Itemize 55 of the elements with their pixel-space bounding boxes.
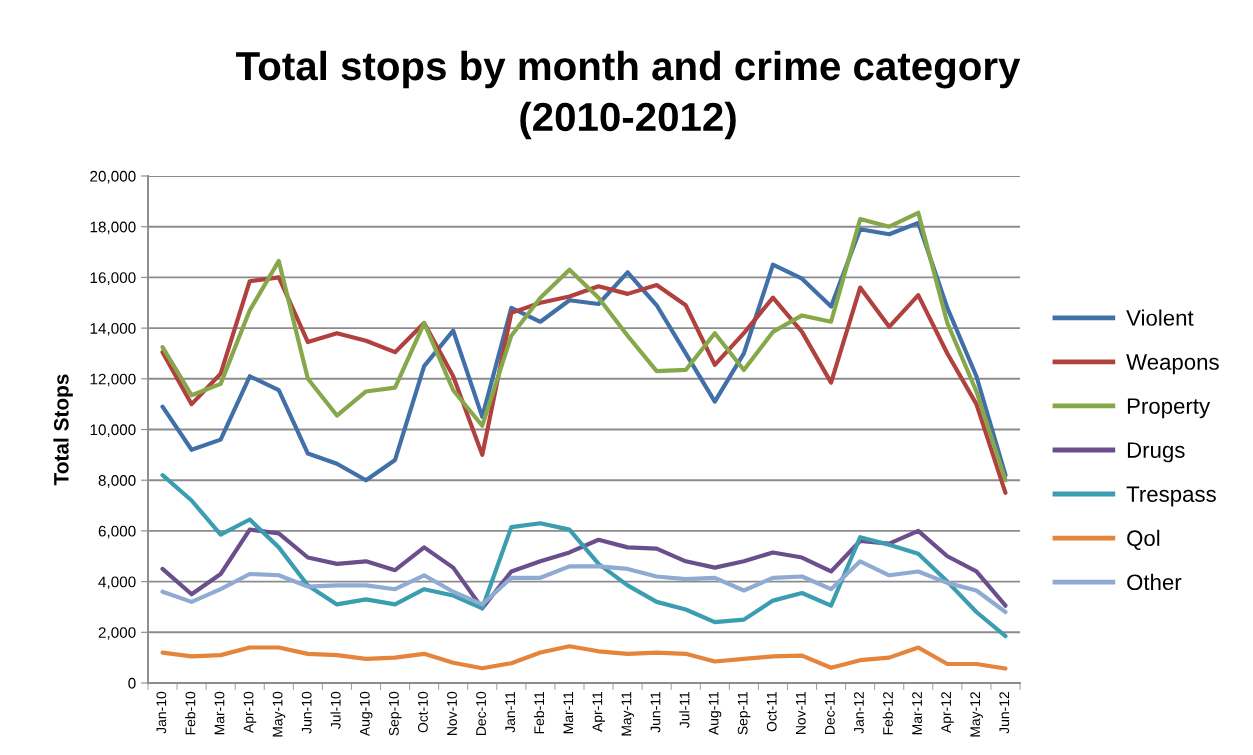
- x-tick-label: Oct-10: [418, 691, 428, 733]
- x-tick-label: Sep-11: [737, 692, 751, 735]
- x-tick-label: May-12: [970, 692, 983, 737]
- x-tick-label: Jun-10: [301, 691, 312, 734]
- y-tick-label: 2,000: [98, 627, 136, 640]
- legend-label: Trespass: [1126, 486, 1216, 507]
- y-tick-label: 6,000: [98, 525, 136, 539]
- line-series: [160, 473, 1008, 639]
- line-series: [160, 559, 1008, 615]
- y-tick-label: 10,000: [90, 424, 136, 437]
- y-tick-label: 4,000: [98, 576, 136, 590]
- legend-label: Property: [1127, 398, 1211, 419]
- x-tick-label: Nov-10: [447, 691, 457, 735]
- y-tick-label: 8,000: [98, 475, 136, 488]
- x-tick-label: Feb-10: [185, 691, 196, 735]
- x-tick-label: Sep-10: [388, 691, 402, 736]
- legend-label: Other: [1127, 573, 1182, 591]
- x-tick-label: Dec-11: [825, 692, 835, 734]
- x-tick-label: Dec-10: [476, 691, 486, 735]
- x-tick-label: Aug-10: [359, 691, 373, 737]
- x-tick-label: Mar-12: [912, 692, 922, 735]
- x-tick-label: Jun-12: [999, 692, 1010, 734]
- y-tick-label: 0: [128, 677, 136, 689]
- x-tick-label: Apr-10: [243, 691, 257, 733]
- x-tick-label: Feb-12: [882, 692, 893, 735]
- y-tick-label: 14,000: [90, 322, 136, 336]
- y-tick-label: 16,000: [90, 272, 136, 285]
- y-tick-label: 18,000: [90, 221, 136, 235]
- legend-label: Qol: [1127, 529, 1160, 551]
- x-tick-label: Mar-10: [214, 691, 225, 735]
- line-series: [160, 275, 1008, 495]
- line-series: [160, 527, 1008, 611]
- x-tick-label: Apr-12: [941, 692, 954, 733]
- x-tick-label: Jan-10: [156, 691, 167, 734]
- x-tick-label: Aug-11: [708, 692, 722, 736]
- x-tick-label: Apr-11: [592, 692, 606, 732]
- x-tick-label: Oct-11: [766, 692, 777, 732]
- x-tick-label: May-11: [621, 692, 635, 736]
- legend-label: Weapons: [1126, 354, 1219, 375]
- x-tick-label: Feb-11: [533, 692, 545, 734]
- x-tick-label: Jul-10: [330, 691, 341, 729]
- x-tick-label: Nov-11: [796, 692, 806, 734]
- x-tick-label: Mar-11: [563, 692, 574, 734]
- legend-label: Violent: [1126, 309, 1194, 326]
- legend-label: Drugs: [1127, 442, 1185, 463]
- chart-title: Total stops by month and crime category (2010-2012): [236, 50, 1021, 140]
- x-tick-label: Jul-11: [679, 692, 690, 728]
- x-tick-label: Jun-11: [650, 692, 661, 733]
- y-axis-title: Total Stops: [53, 374, 73, 486]
- y-tick-label: 20,000: [90, 170, 136, 184]
- line-series: [160, 644, 1008, 671]
- x-tick-label: Jan-11: [505, 692, 516, 733]
- x-tick-label: May-10: [272, 691, 286, 737]
- x-tick-label: Jan-12: [854, 692, 864, 734]
- y-tick-label: 12,000: [90, 373, 136, 387]
